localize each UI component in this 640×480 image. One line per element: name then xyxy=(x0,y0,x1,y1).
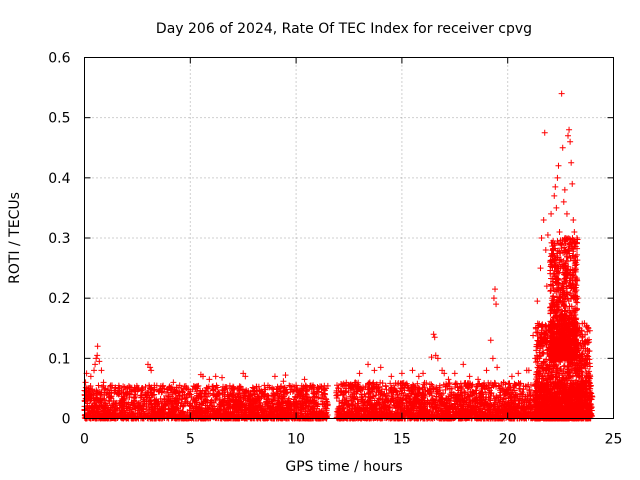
data-point xyxy=(255,383,262,390)
data-point xyxy=(526,386,533,393)
data-point xyxy=(178,396,185,403)
data-point xyxy=(116,390,123,397)
grid-lines xyxy=(84,57,614,419)
data-point xyxy=(324,382,331,389)
data-point xyxy=(318,395,325,402)
data-point xyxy=(382,383,389,390)
data-point xyxy=(211,391,218,398)
data-point xyxy=(265,403,272,410)
data-point xyxy=(250,388,257,395)
data-points xyxy=(81,90,596,422)
data-point xyxy=(112,384,119,391)
data-point xyxy=(260,393,267,400)
data-point xyxy=(111,389,118,396)
data-point xyxy=(285,395,292,402)
chart-title: Day 206 of 2024, Rate Of TEC Index for r… xyxy=(156,21,532,37)
data-point xyxy=(294,393,301,400)
